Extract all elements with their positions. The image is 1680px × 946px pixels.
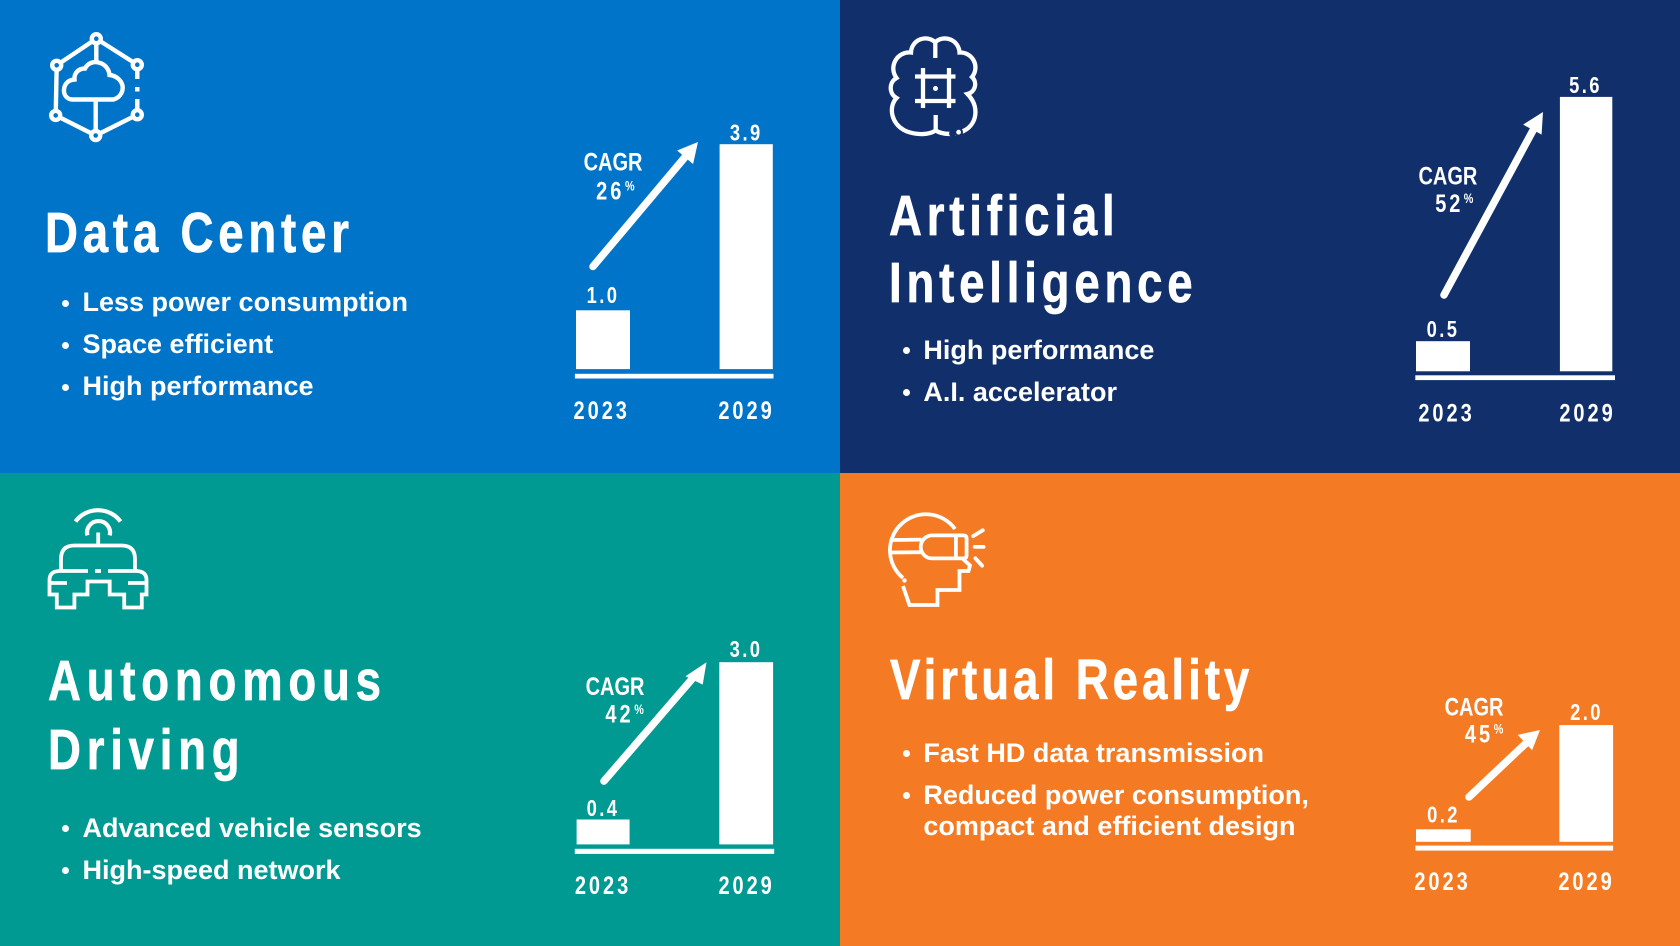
- svg-text:0.5: 0.5: [1427, 317, 1460, 342]
- svg-text:CAGR: CAGR: [1418, 162, 1477, 190]
- svg-text:0.2: 0.2: [1427, 803, 1460, 828]
- svg-text:CAGR: CAGR: [586, 673, 645, 701]
- svg-text:%: %: [634, 702, 644, 717]
- svg-text:52: 52: [1435, 190, 1463, 218]
- svg-text:%: %: [1494, 722, 1504, 737]
- svg-text:5.6: 5.6: [1569, 73, 1602, 98]
- svg-text:45: 45: [1465, 720, 1493, 748]
- svg-text:26: 26: [596, 177, 624, 205]
- svg-text:2029: 2029: [1559, 399, 1615, 427]
- svg-text:%: %: [1464, 191, 1474, 206]
- svg-text:%: %: [625, 179, 635, 194]
- svg-text:2023: 2023: [574, 397, 630, 425]
- svg-text:2023: 2023: [1418, 399, 1474, 427]
- svg-text:2023: 2023: [575, 872, 631, 900]
- svg-text:3.0: 3.0: [730, 637, 763, 662]
- svg-text:2.0: 2.0: [1570, 700, 1603, 725]
- svg-text:CAGR: CAGR: [584, 149, 643, 177]
- svg-text:CAGR: CAGR: [1445, 694, 1504, 722]
- svg-text:2029: 2029: [1558, 868, 1614, 896]
- svg-text:2023: 2023: [1414, 868, 1470, 896]
- svg-text:0.4: 0.4: [587, 796, 620, 821]
- svg-text:2029: 2029: [718, 872, 774, 900]
- svg-text:42: 42: [605, 701, 633, 729]
- svg-text:3.9: 3.9: [730, 120, 763, 145]
- svg-text:1.0: 1.0: [587, 283, 620, 308]
- svg-text:2029: 2029: [718, 397, 774, 425]
